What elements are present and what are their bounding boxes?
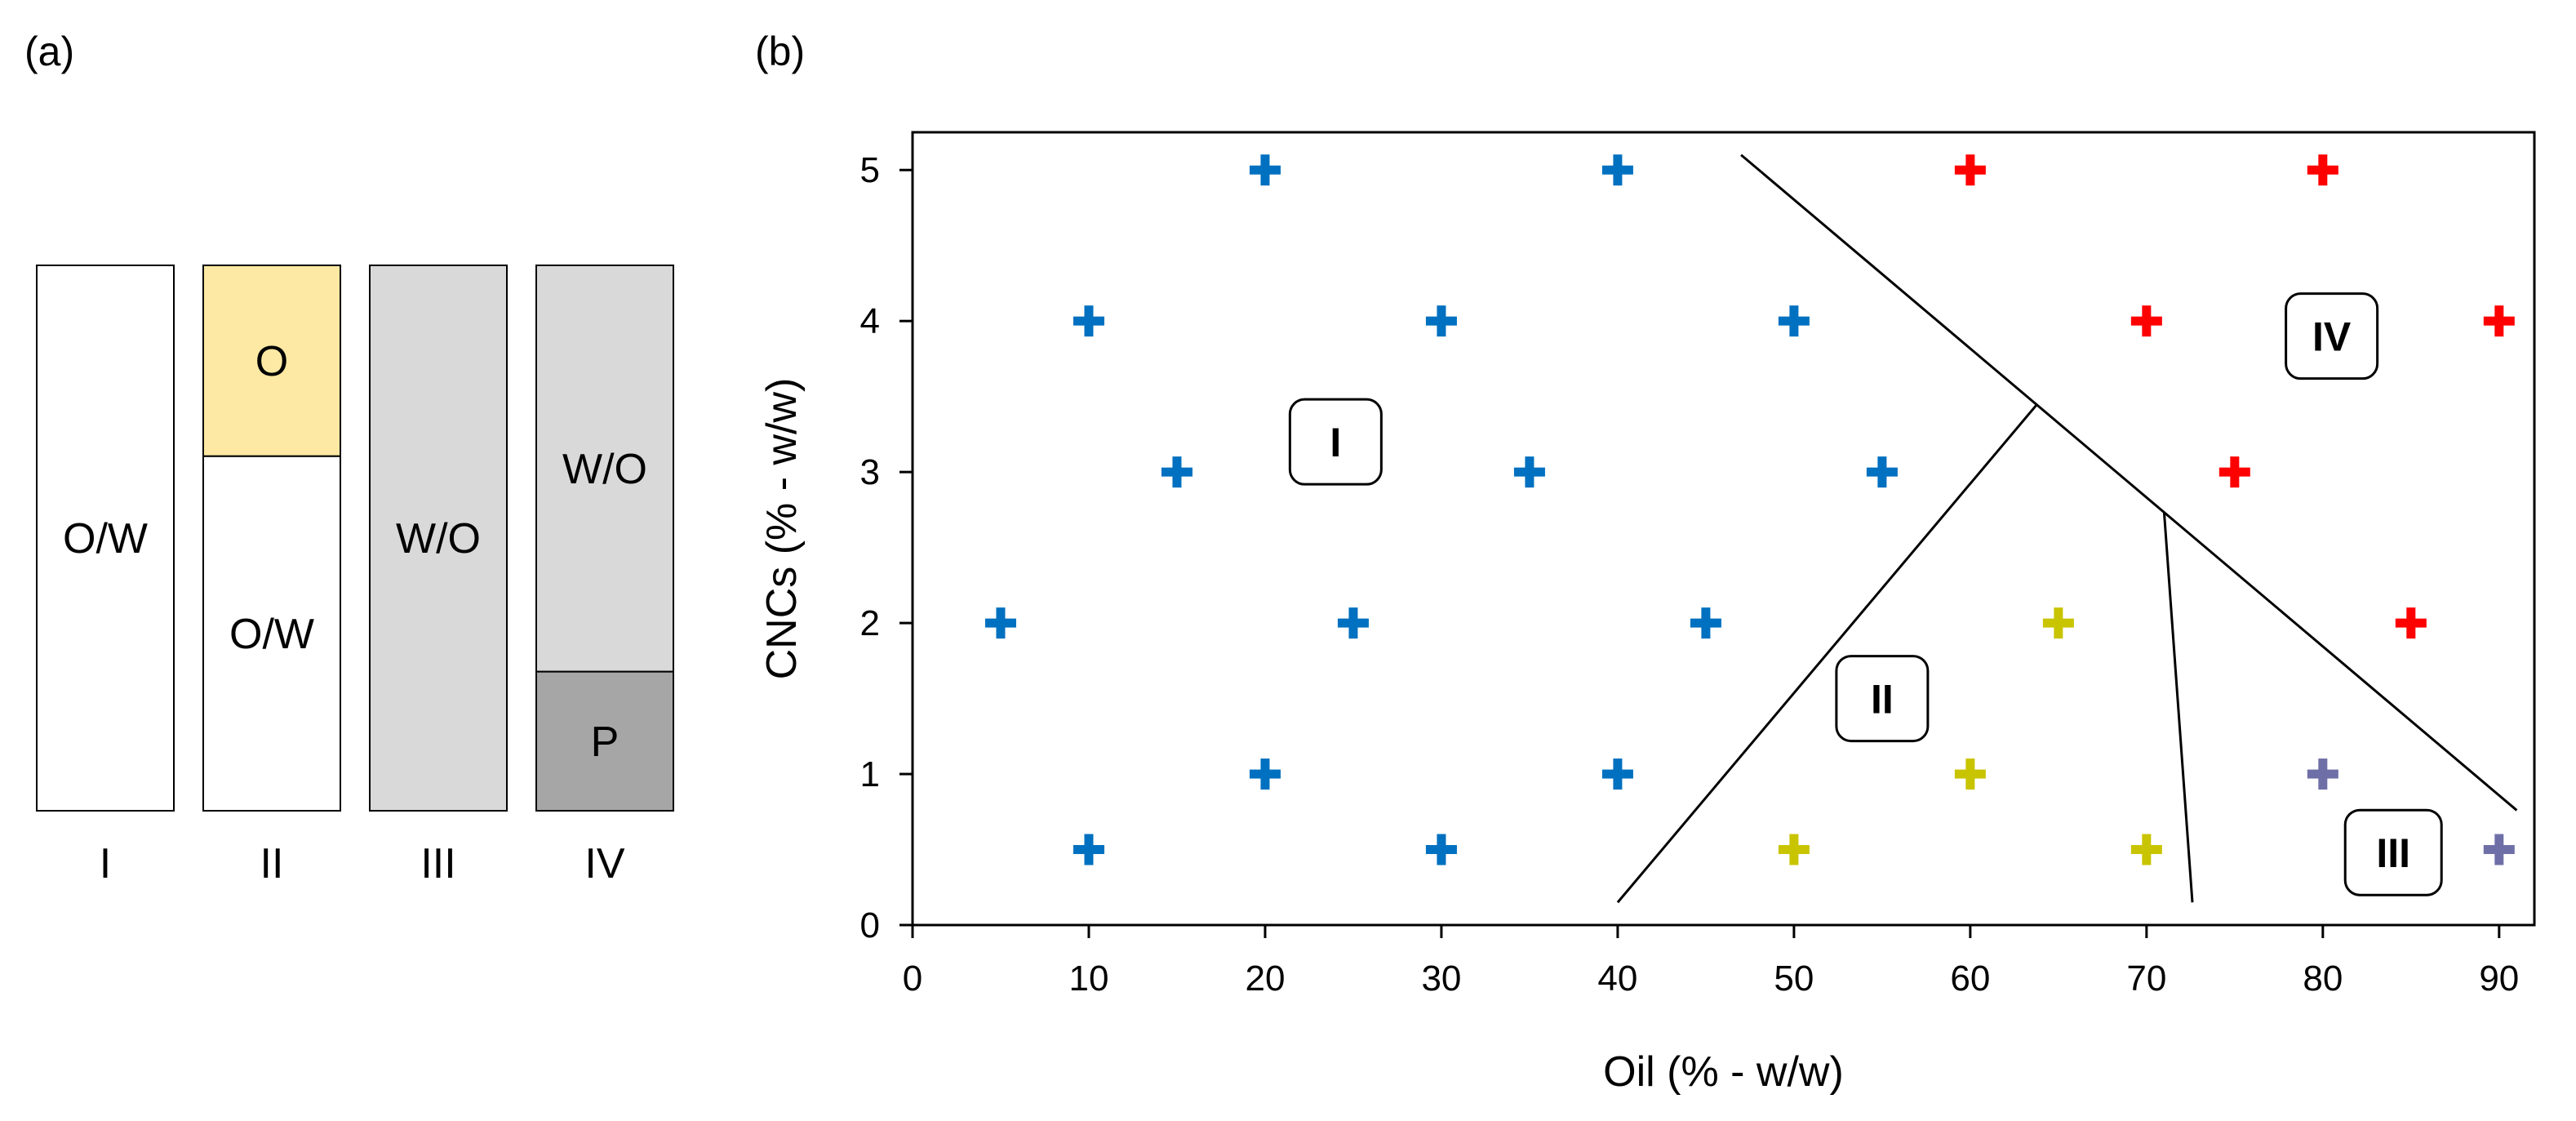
y-axis-label: CNCs (% - w/w) [758, 378, 806, 680]
tube-II-layer-0 [202, 265, 341, 457]
region-label-text: II [1871, 677, 1894, 723]
tube-I-layer-0 [36, 265, 175, 812]
region-label-III: III [2343, 808, 2443, 896]
data-point-region-II [1954, 758, 1986, 790]
data-point-region-I [1073, 305, 1104, 337]
panel-b-label: (b) [755, 29, 805, 74]
tube-layer-label: W/O [562, 446, 647, 493]
region-label-box [1288, 398, 1383, 486]
x-axis-label: Oil (% - w/w) [1603, 1048, 1844, 1096]
tube-numeral: I [100, 840, 111, 887]
region-boundaries [1616, 153, 2518, 904]
y-tick-label: 4 [860, 301, 880, 341]
data-point-region-IV [2218, 456, 2250, 488]
II-III-boundary [2162, 512, 2194, 903]
data-point-region-III [2307, 758, 2338, 790]
data-point-region-IV [2307, 154, 2338, 186]
data-point-region-IV [2130, 305, 2162, 337]
data-point-region-II [2042, 607, 2074, 639]
y-tick-label: 1 [860, 754, 880, 794]
data-points [984, 154, 2515, 865]
data-point-region-IV [2483, 305, 2515, 337]
data-point-region-IV [1954, 154, 1986, 186]
region-label-box [1835, 655, 1930, 743]
x-tick-label: 50 [1774, 959, 1814, 999]
data-point-region-I [984, 607, 1016, 639]
region-label-IV: IV [2285, 292, 2379, 380]
data-point-region-I [1778, 305, 1810, 337]
x-tick-label: 30 [1421, 959, 1461, 999]
x-tick-label: 80 [2303, 959, 2343, 999]
tube-numeral: IV [584, 840, 624, 887]
panel-a: (a) O/W I O O/W II W/O III W/O P IV [24, 29, 674, 887]
region-label-box [2343, 808, 2443, 896]
tube-layer-label: O [255, 338, 288, 385]
tube-IV: W/O P IV [535, 265, 674, 887]
x-axis-ticks: 0 10 20 30 40 50 60 70 80 90 [903, 925, 2519, 999]
x-tick-label: 40 [1597, 959, 1637, 999]
tube-numeral: II [260, 840, 284, 887]
data-point-region-I [1073, 834, 1104, 865]
tube-II-layer-1 [202, 455, 341, 812]
data-point-region-I [1337, 607, 1369, 639]
data-point-region-I [1249, 758, 1281, 790]
IV-boundary [1740, 153, 2518, 812]
tube-numeral: III [420, 840, 455, 887]
y-tick-label: 0 [860, 905, 880, 945]
x-tick-label: 10 [1069, 959, 1109, 999]
y-axis-ticks: 0 1 2 3 4 5 [860, 150, 913, 945]
tube-IV-layer-1 [535, 670, 674, 812]
x-tick-label: 70 [2126, 959, 2166, 999]
tube-III: W/O III [369, 265, 508, 887]
data-point-region-I [1601, 758, 1633, 790]
y-tick-label: 5 [860, 150, 880, 190]
x-tick-label: 60 [1950, 959, 1990, 999]
data-point-region-I [1513, 456, 1545, 488]
tube-IV-layer-0 [535, 265, 674, 673]
x-tick-label: 20 [1245, 959, 1285, 999]
data-point-region-IV [2395, 607, 2427, 639]
region-label-II: II [1835, 655, 1930, 743]
data-point-region-III [2483, 834, 2515, 865]
plot-frame [911, 131, 2536, 927]
y-tick-label: 2 [860, 603, 880, 643]
data-point-region-I [1425, 305, 1457, 337]
I-II-boundary [1616, 403, 2039, 904]
region-label-text: III [2376, 830, 2410, 876]
tube-III-layer-0 [369, 265, 508, 812]
data-point-region-I [1601, 154, 1633, 186]
y-tick-label: 3 [860, 452, 880, 492]
region-label-box [2285, 292, 2379, 380]
tube-I: O/W I [36, 265, 175, 887]
tubes: O/W I O O/W II W/O III W/O P IV [36, 265, 674, 887]
data-point-region-II [2130, 834, 2162, 865]
tube-layer-label: W/O [396, 515, 481, 563]
tube-layer-label: O/W [229, 611, 314, 658]
region-label-I: I [1288, 398, 1383, 486]
x-tick-label: 90 [2479, 959, 2519, 999]
data-point-region-I [1425, 834, 1457, 865]
region-label-text: I [1330, 420, 1341, 465]
data-point-region-I [1866, 456, 1898, 488]
tube-layer-label: P [591, 718, 620, 766]
data-point-region-I [1690, 607, 1721, 639]
region-label-text: IV [2312, 314, 2352, 360]
tube-layer-label: O/W [63, 515, 148, 563]
tube-II: O O/W II [202, 265, 341, 887]
panel-a-label: (a) [24, 29, 74, 74]
data-point-region-I [1249, 154, 1281, 186]
data-point-region-II [1778, 834, 1810, 865]
data-point-region-I [1161, 456, 1193, 488]
x-tick-label: 0 [903, 959, 922, 999]
